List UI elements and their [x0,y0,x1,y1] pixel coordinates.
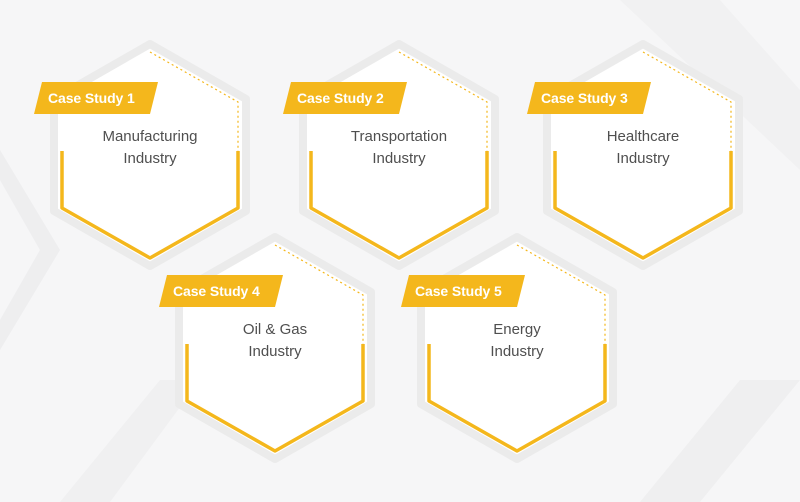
case-title: Oil & Gas Industry [242,321,308,360]
case-study-tag: Case Study 1 [34,82,158,114]
case-study-tag: Case Study 3 [527,82,651,114]
case-card-5[interactable]: Energy Industry Case Study 5 [401,233,617,463]
case-card-3[interactable]: Healthcare Industry Case Study 3 [527,40,743,270]
case-card-2[interactable]: Transportation Industry Case Study 2 [283,40,499,270]
case-study-tag: Case Study 4 [159,275,283,307]
case-title: Healthcare Industry [606,128,680,167]
case-title: Manufacturing Industry [102,128,198,167]
case-study-tag: Case Study 2 [283,82,407,114]
case-title: Energy Industry [490,321,544,360]
case-title: Transportation Industry [350,128,448,167]
case-card-1[interactable]: Manufacturing Industry Case Study 1 [34,40,250,270]
case-card-4[interactable]: Oil & Gas Industry Case Study 4 [159,233,375,463]
case-study-tag: Case Study 5 [401,275,525,307]
